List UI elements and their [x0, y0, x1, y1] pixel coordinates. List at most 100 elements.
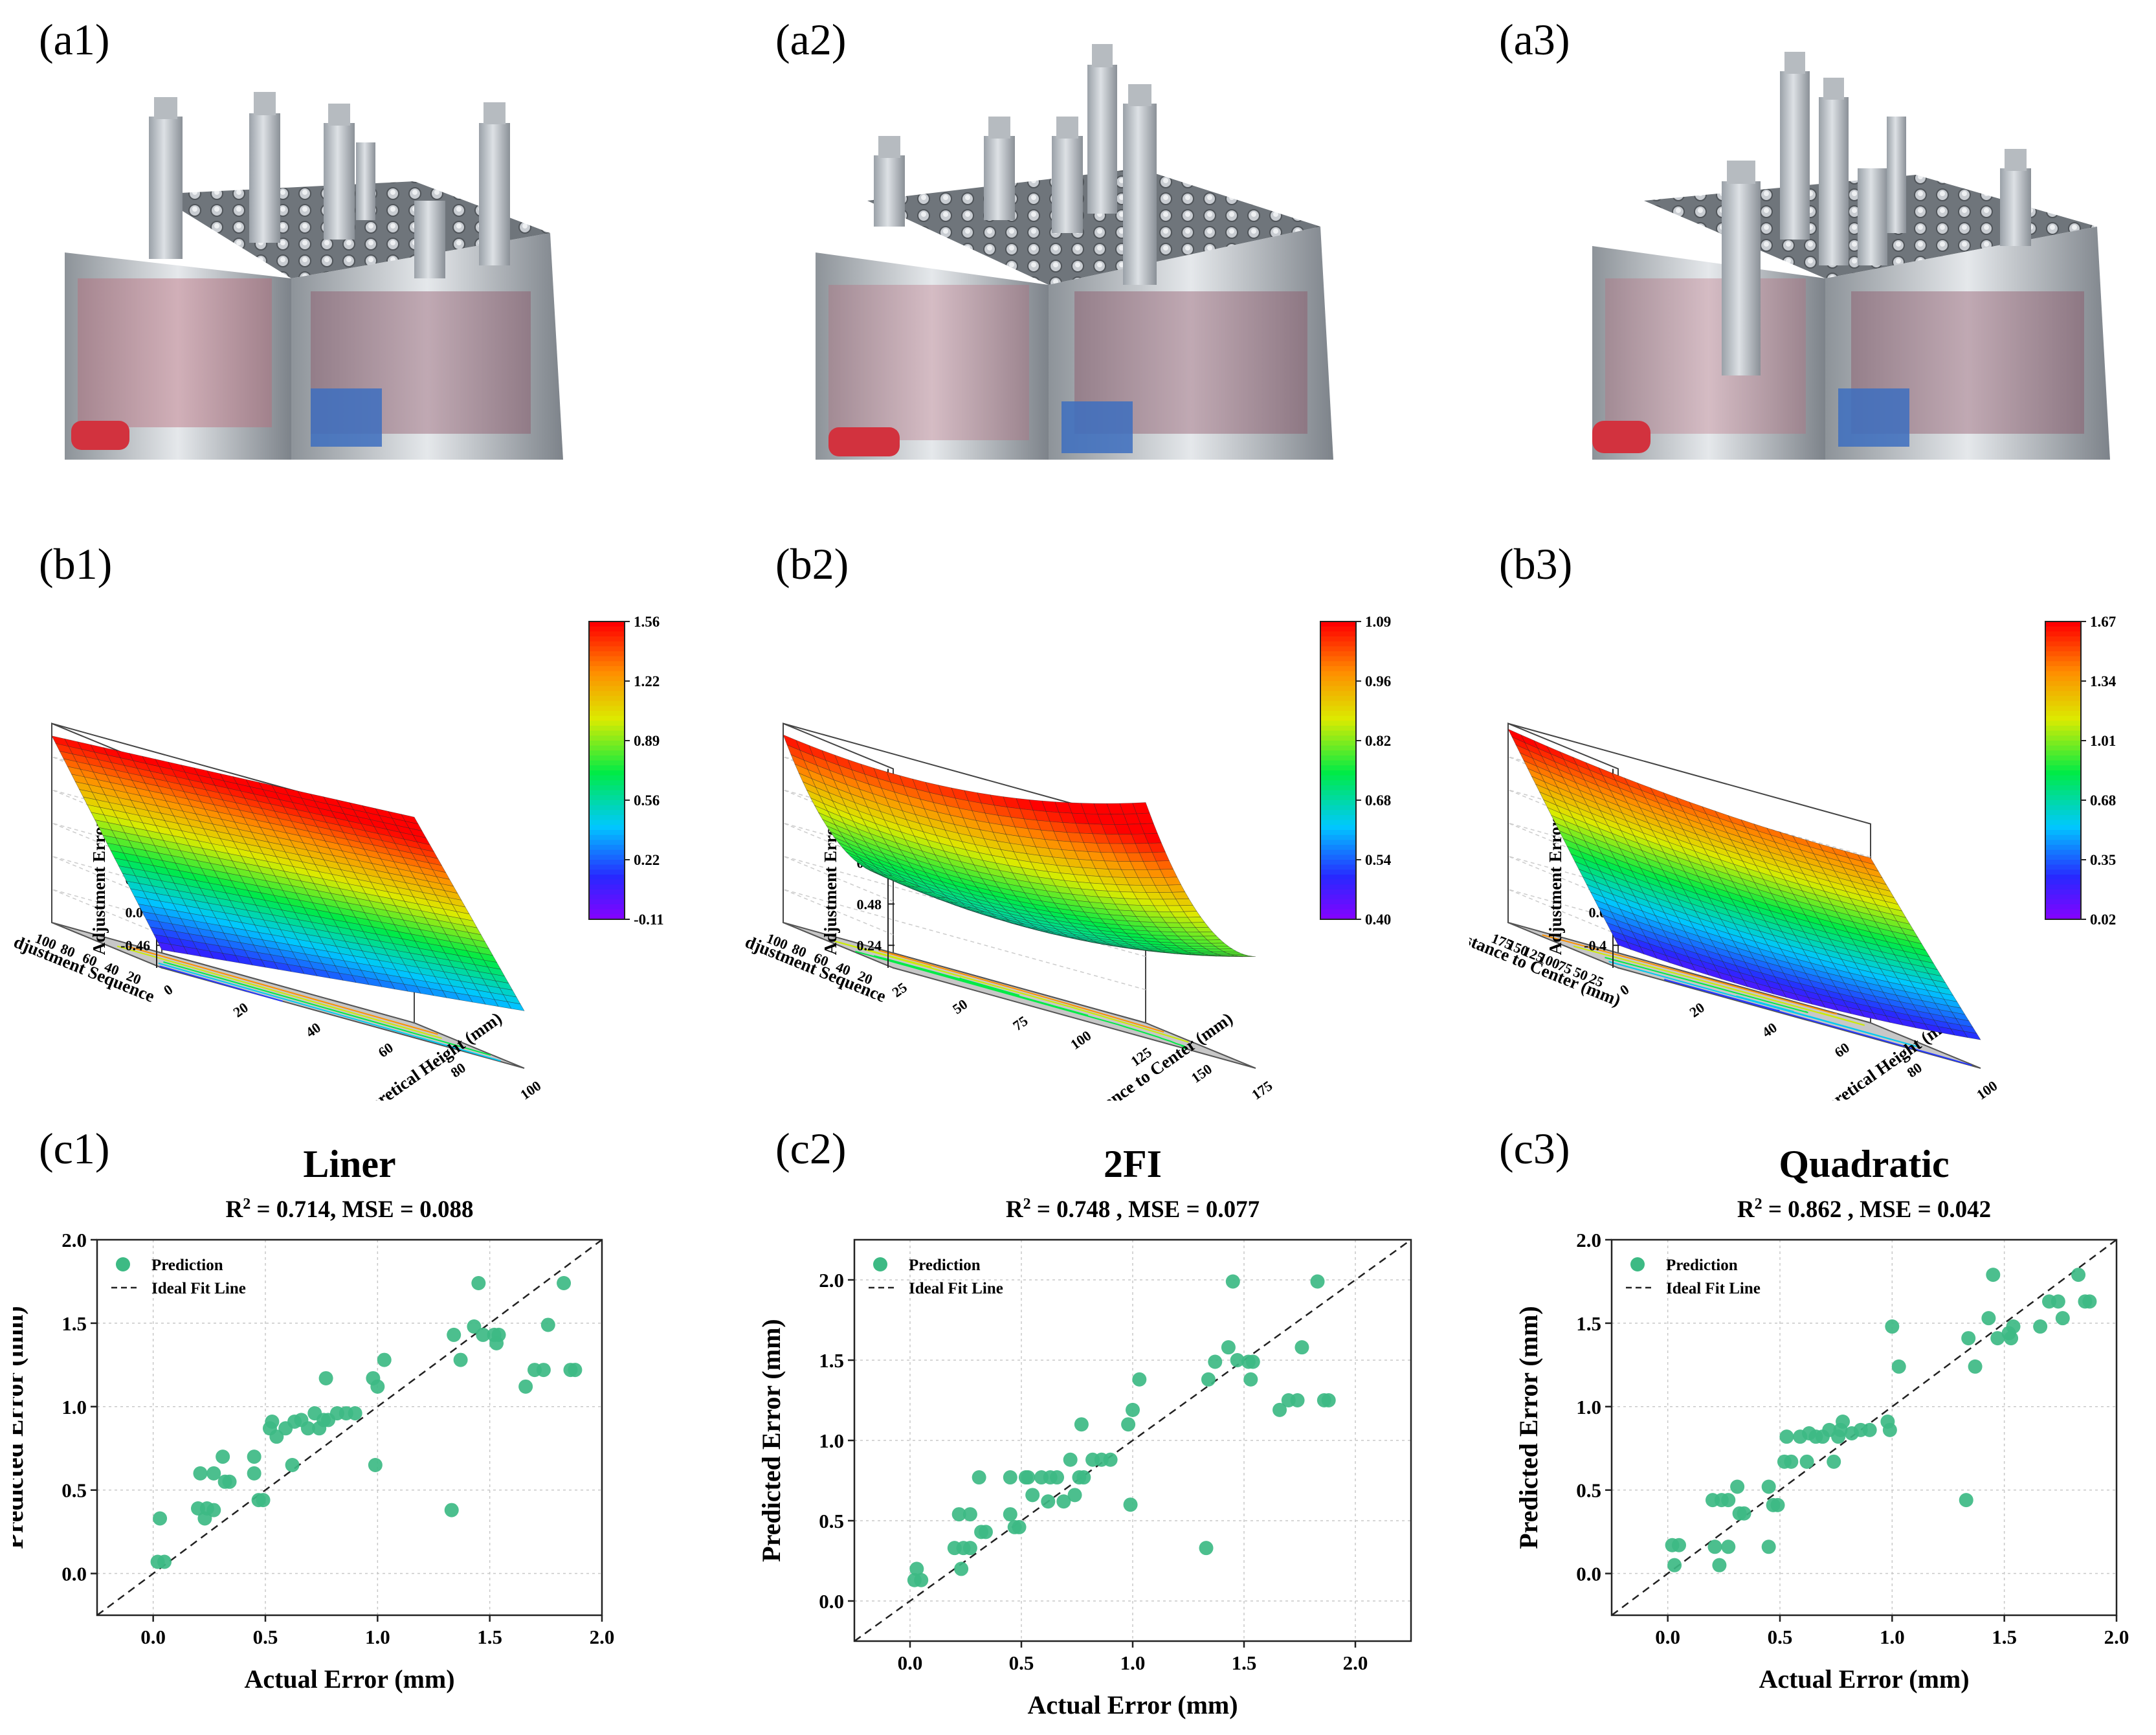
data-point [476, 1327, 491, 1342]
colorbar-band [2045, 676, 2081, 682]
y-tick-label: 0.5 [819, 1510, 844, 1532]
data-point [962, 1541, 977, 1556]
data-point [193, 1466, 208, 1481]
colorbar-band [2045, 671, 2081, 677]
y-tick-label: 100 [1067, 1027, 1094, 1053]
y-tick-label: 0.0 [1576, 1563, 1601, 1585]
data-point [467, 1319, 482, 1334]
data-point [1712, 1558, 1727, 1573]
data-point [1721, 1493, 1736, 1508]
colorbar-band [1320, 681, 1356, 687]
colorbar-band [2045, 666, 2081, 672]
colorbar-tick-label: 0.68 [2090, 792, 2116, 809]
colorbar-band [2045, 770, 2081, 776]
data-point [1132, 1372, 1147, 1387]
data-point [1862, 1422, 1877, 1437]
colorbar-band [2045, 641, 2081, 647]
x-tick-label: 0.5 [253, 1626, 278, 1648]
surface-cell [1238, 956, 1256, 957]
colorbar-band [589, 914, 625, 920]
colorbar-band [589, 745, 625, 752]
data-point [206, 1466, 221, 1481]
colorbar-band [2045, 834, 2081, 841]
y-tick-label: 20 [1687, 999, 1707, 1020]
y-axis-label: Predicted Error (mm) [757, 1319, 786, 1562]
y-tick-label: 50 [950, 996, 970, 1017]
data-point [1799, 1454, 1814, 1469]
data-point [453, 1352, 468, 1367]
data-point [1779, 1429, 1794, 1444]
data-point [962, 1507, 977, 1522]
data-point [1041, 1494, 1056, 1509]
y-tick-label: 20 [230, 999, 251, 1020]
data-point [285, 1458, 300, 1472]
colorbar-band [1320, 770, 1356, 776]
chart-title: Quadratic [1779, 1143, 1949, 1185]
x-tick-label: 0.0 [898, 1651, 923, 1674]
y-tick-label: 25 [889, 979, 910, 1000]
data-point [1199, 1541, 1214, 1556]
panel-label-a1: (a1) [39, 15, 110, 64]
floor-contour [1573, 945, 1865, 1026]
colorbar-tick-label: 1.01 [2090, 733, 2116, 749]
colorbar-band [1320, 735, 1356, 741]
y-tick-label: 0.0 [61, 1563, 87, 1585]
colorbar-band [1320, 840, 1356, 845]
data-point [1230, 1353, 1245, 1367]
colorbar-tick-label: 0.22 [634, 852, 660, 868]
colorbar-tick-label: 0.54 [1365, 852, 1392, 868]
colorbar-band [589, 899, 625, 905]
data-point [2050, 1294, 2065, 1309]
colorbar-band [1320, 834, 1356, 841]
r2-symbol: R [225, 1196, 243, 1223]
colorbar-band [2045, 765, 2081, 771]
data-point [247, 1450, 261, 1464]
panel-label-c1: (c1) [39, 1124, 110, 1173]
data-point [491, 1327, 506, 1342]
y-tick-label: 0.5 [61, 1479, 87, 1502]
x-tick-label: 1.5 [477, 1626, 502, 1648]
colorbar-band [2045, 756, 2081, 761]
panel-label-c2: (c2) [775, 1124, 847, 1173]
colorbar-band [2045, 750, 2081, 756]
data-point [256, 1493, 271, 1508]
r2-symbol: R [1737, 1196, 1755, 1223]
chart-title: 2FI [1104, 1143, 1162, 1185]
colorbar-band [2045, 795, 2081, 801]
points [907, 1274, 1336, 1587]
y-tick-label: 60 [1832, 1039, 1852, 1060]
colorbar-band [1320, 671, 1356, 677]
colorbar-band [589, 834, 625, 841]
chart-subtitle: R2 = 0.714, MSE = 0.088 [225, 1196, 473, 1223]
colorbar-band [2045, 715, 2081, 722]
data-point [972, 1470, 986, 1485]
panel-label-a2: (a2) [775, 15, 847, 64]
legend-marker-prediction [873, 1257, 887, 1271]
y-axis-label: Predicted Error (mm) [1514, 1306, 1543, 1549]
fixture-photo-a2 [816, 44, 1333, 460]
data-point [1221, 1340, 1236, 1355]
colorbar-band [1320, 686, 1356, 692]
colorbar-band [1320, 691, 1356, 697]
x-tick-label: 2.0 [1343, 1651, 1368, 1674]
plot-frame [1610, 1238, 2118, 1617]
x-axis-label: Actual Error (mm) [244, 1664, 454, 1694]
data-point [1243, 1372, 1258, 1387]
colorbar-band [1320, 890, 1356, 895]
colorbar-band [1320, 636, 1356, 642]
colorbar-band [589, 666, 625, 672]
colorbar-band [2045, 890, 2081, 895]
colorbar-band [1320, 641, 1356, 647]
colorbar-band [2045, 879, 2081, 886]
legend-label-ideal-fit: Ideal Fit Line [151, 1280, 246, 1297]
colorbar-band [589, 800, 625, 806]
data-point [265, 1414, 280, 1429]
y-tick-label: 175 [1249, 1077, 1275, 1101]
colorbar-band [589, 626, 625, 632]
y-tick-label: 1.0 [61, 1396, 87, 1418]
data-point [1050, 1470, 1065, 1485]
subtitle-metrics: = 0.862 , MSE = 0.042 [1762, 1196, 1992, 1223]
colorbar-band [589, 646, 625, 652]
colorbar-band [589, 756, 625, 761]
colorbar-band [1320, 756, 1356, 761]
